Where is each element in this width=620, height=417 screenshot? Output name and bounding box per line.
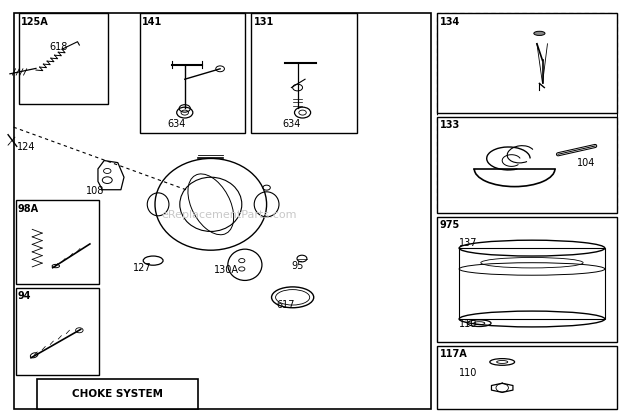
- Text: eReplacementParts.com: eReplacementParts.com: [162, 210, 297, 220]
- Text: 133: 133: [440, 120, 460, 130]
- Bar: [140, 13, 245, 133]
- Bar: [14, 13, 431, 409]
- Text: 98A: 98A: [18, 204, 39, 214]
- Bar: [437, 13, 617, 208]
- Text: 110: 110: [459, 319, 477, 329]
- Text: 134: 134: [440, 17, 460, 27]
- Bar: [16, 288, 99, 375]
- Text: 104: 104: [577, 158, 595, 168]
- Text: 130A: 130A: [214, 265, 239, 275]
- Text: 634: 634: [167, 119, 186, 129]
- Text: 131: 131: [254, 17, 274, 27]
- Text: 108: 108: [86, 186, 104, 196]
- Text: 110: 110: [459, 368, 477, 378]
- Bar: [437, 217, 617, 342]
- Bar: [459, 248, 604, 319]
- Text: 617: 617: [276, 300, 294, 310]
- Text: 117A: 117A: [440, 349, 467, 359]
- Bar: [19, 13, 108, 104]
- Text: 137: 137: [459, 238, 477, 248]
- Text: 95: 95: [291, 261, 304, 271]
- Text: 124: 124: [17, 142, 35, 152]
- Text: 125A: 125A: [20, 17, 48, 27]
- Text: 141: 141: [142, 17, 162, 27]
- Bar: [437, 13, 617, 113]
- Text: CHOKE SYSTEM: CHOKE SYSTEM: [73, 389, 163, 399]
- Bar: [437, 346, 617, 409]
- Text: 94: 94: [18, 291, 32, 301]
- Text: 618: 618: [50, 42, 68, 52]
- Bar: [16, 200, 99, 284]
- Bar: [37, 379, 198, 409]
- Text: 634: 634: [282, 119, 301, 129]
- Bar: [437, 117, 617, 213]
- Text: 975: 975: [440, 220, 460, 230]
- Bar: [251, 13, 356, 133]
- Ellipse shape: [534, 31, 545, 35]
- Text: 127: 127: [133, 263, 152, 273]
